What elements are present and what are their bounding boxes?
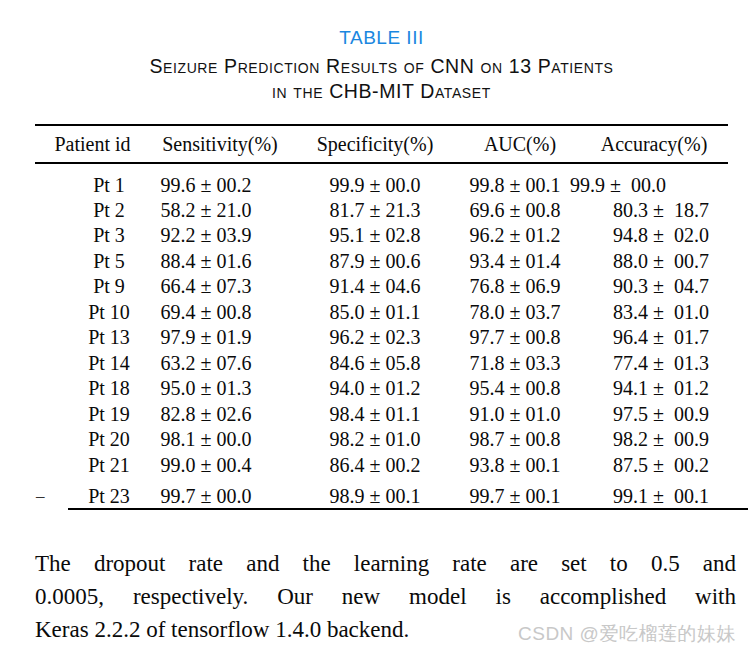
cell-patient: Pt 10: [35, 300, 150, 326]
table-row-pt19: Pt 19 82.8 ± 02.6 98.4 ± 01.1 91.0 ± 01.…: [35, 402, 728, 428]
table-caption-line2: in the CHB-MIT Dataset: [20, 79, 743, 104]
cell-accuracy: 90.3 ± 04.7: [580, 274, 728, 300]
cell-patient: Pt 1: [35, 163, 150, 198]
cell-accuracy: 99.1 ± 00.1: [580, 478, 728, 509]
cell-sensitivity: 92.2 ± 03.9: [150, 223, 290, 249]
cell-sensitivity: 63.2 ± 07.6: [150, 351, 290, 377]
cell-specificity: 98.2 ± 01.0: [290, 427, 460, 453]
cell-accuracy: 83.4 ± 01.0: [580, 300, 728, 326]
cell-specificity: 87.9 ± 00.6: [290, 249, 460, 275]
cell-sensitivity: 66.4 ± 07.3: [150, 274, 290, 300]
cell-patient: Pt 13: [35, 325, 150, 351]
cell-specificity: 99.9 ± 00.0: [290, 163, 460, 198]
table-row-pt10: Pt 10 69.4 ± 00.8 85.0 ± 01.1 78.0 ± 03.…: [35, 300, 728, 326]
cell-specificity: 96.2 ± 02.3: [290, 325, 460, 351]
table-row-pt21: Pt 21 99.0 ± 00.4 86.4 ± 00.2 93.8 ± 00.…: [35, 453, 728, 479]
cell-auc: 96.2 ± 01.2: [460, 223, 580, 249]
cell-accuracy: 96.4 ± 01.7: [580, 325, 728, 351]
cell-accuracy: 94.8 ± 02.0: [580, 223, 728, 249]
cell-auc: 76.8 ± 06.9: [460, 274, 580, 300]
cell-sensitivity: 99.0 ± 00.4: [150, 453, 290, 479]
cell-patient: Pt 18: [35, 376, 150, 402]
table-number-title: TABLE III: [35, 27, 728, 49]
cell-patient: Pt 3: [35, 223, 150, 249]
table-row-pt2: Pt 2 58.2 ± 21.0 81.7 ± 21.3 69.6 ± 00.8…: [35, 198, 728, 224]
table-row-pt18: Pt 18 95.0 ± 01.3 94.0 ± 01.2 95.4 ± 00.…: [35, 376, 728, 402]
cell-patient: Pt 14: [35, 351, 150, 377]
cell-auc: 78.0 ± 03.7: [460, 300, 580, 326]
table-caption: Seizure Prediction Results of CNN on 13 …: [20, 54, 743, 104]
cell-auc: 99.7 ± 00.1: [460, 478, 580, 509]
cell-auc: 93.4 ± 01.4: [460, 249, 580, 275]
column-header-sensitivity: Sensitivity(%): [150, 125, 290, 163]
cell-specificity: 86.4 ± 00.2: [290, 453, 460, 479]
cell-sensitivity: 99.7 ± 00.0: [150, 478, 290, 509]
cell-sensitivity: 98.1 ± 00.0: [150, 427, 290, 453]
table-row-pt20: Pt 20 98.1 ± 00.0 98.2 ± 01.0 98.7 ± 00.…: [35, 427, 728, 453]
cell-auc: 98.7 ± 00.8: [460, 427, 580, 453]
cell-specificity: 94.0 ± 01.2: [290, 376, 460, 402]
paper-page: TABLE III Seizure Prediction Results of …: [0, 0, 750, 649]
cell-patient: Pt 5: [35, 249, 150, 275]
cell-patient: Pt 19: [35, 402, 150, 428]
cell-sensitivity: 69.4 ± 00.8: [150, 300, 290, 326]
table-row-pt1: Pt 1 99.6 ± 00.2 99.9 ± 00.0 99.8 ± 00.1…: [35, 163, 728, 198]
column-header-patient-id: Patient id: [35, 125, 150, 163]
cell-patient: Pt 2: [35, 198, 150, 224]
table-row-pt9: Pt 9 66.4 ± 07.3 91.4 ± 04.6 76.8 ± 06.9…: [35, 274, 728, 300]
cell-patient: Pt 20: [35, 427, 150, 453]
cell-auc: 91.0 ± 01.0: [460, 402, 580, 428]
column-header-specificity: Specificity(%): [290, 125, 460, 163]
cell-sensitivity: 97.9 ± 01.9: [150, 325, 290, 351]
table-row-pt5: Pt 5 88.4 ± 01.6 87.9 ± 00.6 93.4 ± 01.4…: [35, 249, 728, 275]
table-bottom-rule: [68, 508, 748, 510]
cell-accuracy: 80.3 ± 18.7: [580, 198, 728, 224]
cell-accuracy: 99.9 ± 00.0: [580, 163, 728, 198]
column-header-accuracy: Accuracy(%): [580, 125, 728, 163]
cell-accuracy: 88.0 ± 00.7: [580, 249, 728, 275]
cell-specificity: 98.4 ± 01.1: [290, 402, 460, 428]
margin-dash: –: [36, 486, 45, 506]
cell-specificity: 95.1 ± 02.8: [290, 223, 460, 249]
cell-patient: Pt 9: [35, 274, 150, 300]
cell-auc: 93.8 ± 00.1: [460, 453, 580, 479]
table-row-pt23: Pt 23 99.7 ± 00.0 98.9 ± 00.1 99.7 ± 00.…: [35, 478, 728, 509]
cell-sensitivity: 99.6 ± 00.2: [150, 163, 290, 198]
cell-auc: 71.8 ± 03.3: [460, 351, 580, 377]
cell-accuracy: 87.5 ± 00.2: [580, 453, 728, 479]
cell-sensitivity: 82.8 ± 02.6: [150, 402, 290, 428]
table-header-row: Patient id Sensitivity(%) Specificity(%)…: [35, 125, 728, 163]
results-table: Patient id Sensitivity(%) Specificity(%)…: [35, 124, 728, 509]
cell-specificity: 98.9 ± 00.1: [290, 478, 460, 509]
cell-sensitivity: 58.2 ± 21.0: [150, 198, 290, 224]
table-row-pt14: Pt 14 63.2 ± 07.6 84.6 ± 05.8 71.8 ± 03.…: [35, 351, 728, 377]
cell-specificity: 84.6 ± 05.8: [290, 351, 460, 377]
table-row-pt13: Pt 13 97.9 ± 01.9 96.2 ± 02.3 97.7 ± 00.…: [35, 325, 728, 351]
cell-auc: 69.6 ± 00.8: [460, 198, 580, 224]
column-header-auc: AUC(%): [460, 125, 580, 163]
cell-accuracy: 98.2 ± 00.9: [580, 427, 728, 453]
cell-accuracy: 77.4 ± 01.3: [580, 351, 728, 377]
cell-accuracy: 94.1 ± 01.2: [580, 376, 728, 402]
cell-auc: 95.4 ± 00.8: [460, 376, 580, 402]
table-row-pt3: Pt 3 92.2 ± 03.9 95.1 ± 02.8 96.2 ± 01.2…: [35, 223, 728, 249]
cell-auc: 97.7 ± 00.8: [460, 325, 580, 351]
table-caption-line1: Seizure Prediction Results of CNN on 13 …: [20, 54, 743, 79]
cell-specificity: 91.4 ± 04.6: [290, 274, 460, 300]
cell-patient: Pt 21: [35, 453, 150, 479]
cell-patient: Pt 23: [35, 478, 150, 509]
paragraph-line: The dropout rate and the learning rate a…: [35, 547, 736, 580]
cell-specificity: 81.7 ± 21.3: [290, 198, 460, 224]
cell-auc: 99.8 ± 00.1: [460, 163, 580, 198]
cell-sensitivity: 95.0 ± 01.3: [150, 376, 290, 402]
cell-specificity: 85.0 ± 01.1: [290, 300, 460, 326]
cell-sensitivity: 88.4 ± 01.6: [150, 249, 290, 275]
paragraph-line: 0.0005, respectively. Our new model is a…: [35, 580, 736, 613]
csdn-watermark: CSDN @爱吃榴莲的妹妹: [518, 621, 736, 647]
cell-accuracy: 97.5 ± 00.9: [580, 402, 728, 428]
